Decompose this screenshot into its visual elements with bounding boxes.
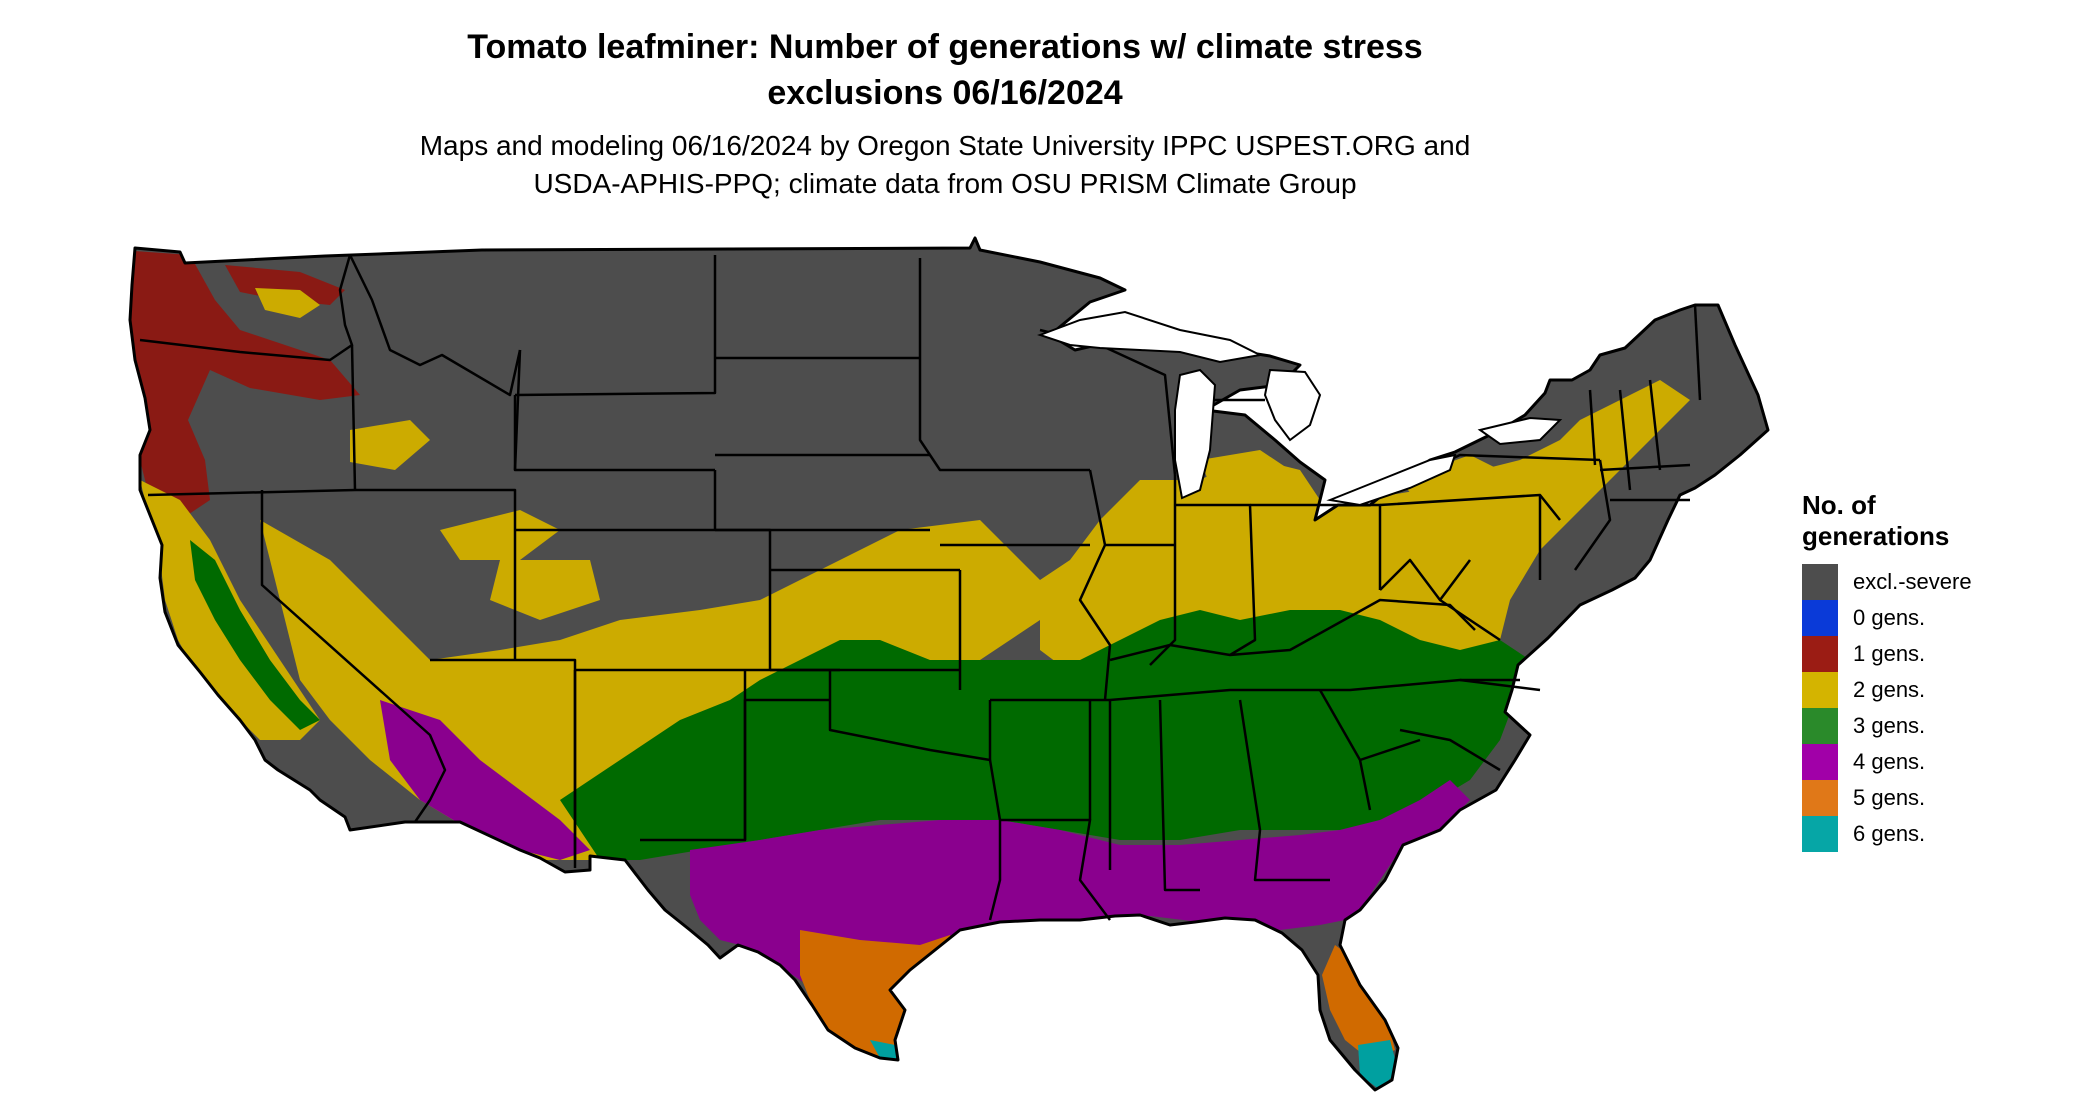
zone-1-gens-columbia-basin bbox=[225, 265, 345, 305]
zone-2-gens-southwest bbox=[260, 460, 1320, 860]
legend-label: 5 gens. bbox=[1853, 785, 1926, 810]
legend-label: 4 gens. bbox=[1853, 749, 1926, 774]
state-borders bbox=[139, 254, 1702, 921]
lake-erie bbox=[1326, 453, 1457, 507]
lake-ontario bbox=[1477, 416, 1563, 446]
legend-item-1-gens: 1 gens. bbox=[1802, 636, 2052, 672]
lake-michigan bbox=[1174, 368, 1217, 500]
legend: No. of generations excl.-severe 0 gens. … bbox=[1802, 490, 2052, 852]
legend-swatch bbox=[1802, 780, 1838, 816]
lake-huron bbox=[1263, 368, 1322, 442]
zone-2-gens-nevada bbox=[490, 560, 600, 620]
legend-label: 3 gens. bbox=[1853, 713, 1926, 738]
legend-swatch bbox=[1802, 816, 1838, 852]
legend-item-0-gens: 0 gens. bbox=[1802, 600, 2052, 636]
map-title-line-2: exclusions 06/16/2024 bbox=[767, 74, 1123, 112]
legend-item-excluded: excl.-severe bbox=[1802, 564, 2052, 600]
zone-1-gens-northwest bbox=[130, 250, 360, 520]
map-subtitle-line-2: USDA-APHIS-PPQ; climate data from OSU PR… bbox=[533, 168, 1357, 199]
zone-5-gens-florida bbox=[1322, 945, 1395, 1060]
legend-title-line-1: No. of bbox=[1802, 490, 1876, 520]
legend-item-2-gens: 2 gens. bbox=[1802, 672, 2052, 708]
legend-item-6-gens: 6 gens. bbox=[1802, 816, 2052, 852]
legend-swatch bbox=[1802, 708, 1838, 744]
map-title-line-1: Tomato leafminer: Number of generations … bbox=[467, 28, 1423, 66]
legend-title-line-2: generations bbox=[1802, 521, 1950, 551]
legend-item-5-gens: 5 gens. bbox=[1802, 780, 2052, 816]
legend-swatch bbox=[1802, 564, 1838, 600]
legend-swatch bbox=[1802, 600, 1838, 636]
zone-6-gens-south-florida bbox=[1358, 1040, 1398, 1090]
legend-swatch bbox=[1802, 636, 1838, 672]
great-lakes bbox=[1037, 310, 1563, 507]
lake-superior bbox=[1037, 310, 1264, 364]
zone-2-gens-washington bbox=[255, 288, 320, 318]
zone-2-gens-utah bbox=[440, 510, 560, 560]
legend-label: excl.-severe bbox=[1853, 569, 1972, 594]
legend-items: excl.-severe 0 gens. 1 gens. 2 gens. 3 g… bbox=[1802, 564, 2052, 852]
legend-item-4-gens: 4 gens. bbox=[1802, 744, 2052, 780]
legend-label: 6 gens. bbox=[1853, 821, 1926, 846]
zone-2-gens-lake-erie bbox=[1400, 455, 1500, 505]
legend-swatch bbox=[1802, 672, 1838, 708]
map-subtitle-line-1: Maps and modeling 06/16/2024 by Oregon S… bbox=[419, 130, 1471, 161]
zone-3-gens-central-valley bbox=[190, 540, 320, 730]
zone-3-gens-appalachia bbox=[1230, 700, 1420, 760]
zone-2-gens-oregon bbox=[350, 420, 430, 470]
legend-label: 1 gens. bbox=[1853, 641, 1926, 666]
zone-3-gens-southeast bbox=[560, 610, 1530, 860]
generation-zones bbox=[130, 238, 1768, 1090]
legend-swatch bbox=[1802, 744, 1838, 780]
zone-2-gens-michigan-coast bbox=[1200, 450, 1290, 490]
legend-label: 0 gens. bbox=[1853, 605, 1926, 630]
legend-label: 2 gens. bbox=[1853, 677, 1926, 702]
zone-6-gens-texas-tip bbox=[870, 1040, 898, 1060]
legend-item-3-gens: 3 gens. bbox=[1802, 708, 2052, 744]
us-outline bbox=[128, 236, 1770, 1092]
